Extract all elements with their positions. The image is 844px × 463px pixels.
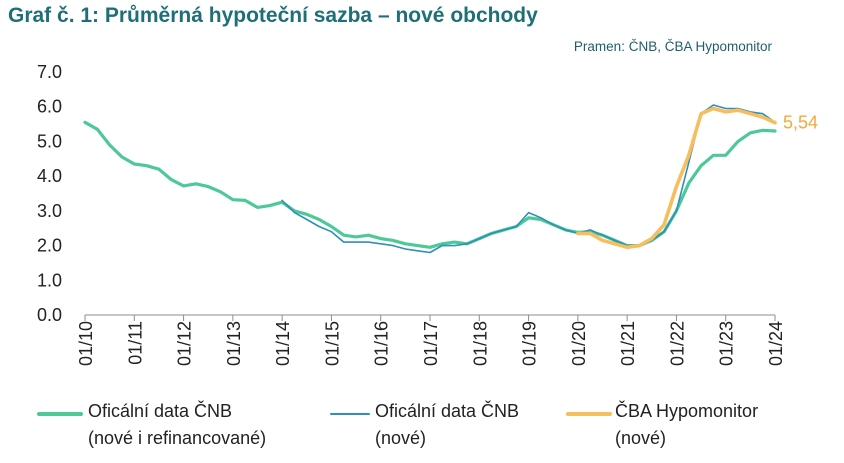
x-tick-label: 01/24	[766, 321, 786, 366]
chart-title: Graf č. 1: Průměrná hypoteční sazba – no…	[8, 4, 538, 27]
y-tick-label: 2.0	[37, 236, 62, 256]
legend-label-hypomonitor-line1: ČBA Hypomonitor	[615, 401, 759, 421]
x-tick-label: 01/22	[667, 321, 687, 366]
legend-swatch-hypomonitor	[566, 412, 612, 416]
x-tick-label: 01/21	[618, 321, 638, 366]
x-tick-label: 01/11	[125, 321, 145, 365]
legend-label-hypomonitor: ČBA Hypomonitor (nové)	[615, 398, 758, 452]
series-line-hypomonitor	[576, 106, 777, 250]
x-tick-label: 01/12	[175, 321, 195, 366]
y-tick-label: 5.0	[37, 131, 62, 151]
y-tick-label: 6.0	[37, 97, 62, 117]
y-tick-label: 3.0	[37, 201, 62, 221]
legend-label-hypomonitor-line2: (nové)	[615, 428, 667, 448]
y-tick-label: 7.0	[37, 62, 62, 82]
x-tick-label: 01/10	[76, 321, 96, 366]
legend-swatch-cnb-all	[37, 412, 83, 416]
series-line-cnb-new	[281, 104, 776, 254]
end-value-label: 5,54	[783, 113, 818, 133]
x-tick-label: 01/20	[569, 321, 589, 366]
legend-label-cnb-new: Oficální data ČNB (nové)	[375, 398, 519, 452]
legend-label-cnb-new-line2: (nové)	[375, 428, 427, 448]
x-tick-label: 01/16	[372, 321, 392, 366]
legend-label-cnb-all-line2: (nové i refinancované)	[88, 428, 267, 448]
x-tick-label: 01/17	[421, 321, 441, 366]
y-tick-label: 1.0	[37, 270, 62, 290]
chart-source: Pramen: ČNB, ČBA Hypomonitor	[573, 39, 772, 54]
legend-label-cnb-new-line1: Oficální data ČNB	[375, 401, 520, 421]
y-tick-label: 0.0	[37, 305, 62, 325]
x-tick-label: 01/15	[322, 321, 342, 366]
series-line-cnb-all	[83, 120, 777, 249]
legend-label-cnb-all: Oficální data ČNB (nové i refinancované)	[88, 398, 266, 452]
y-tick-label: 4.0	[37, 166, 62, 186]
x-tick-label: 01/19	[520, 321, 540, 366]
x-tick-label: 01/18	[470, 321, 490, 366]
legend-swatch-cnb-new	[330, 413, 370, 415]
legend-label-cnb-all-line1: Oficální data ČNB	[88, 401, 233, 421]
x-tick-label: 01/14	[273, 321, 293, 366]
x-tick-label: 01/23	[717, 321, 737, 366]
x-tick-label: 01/13	[224, 321, 244, 366]
